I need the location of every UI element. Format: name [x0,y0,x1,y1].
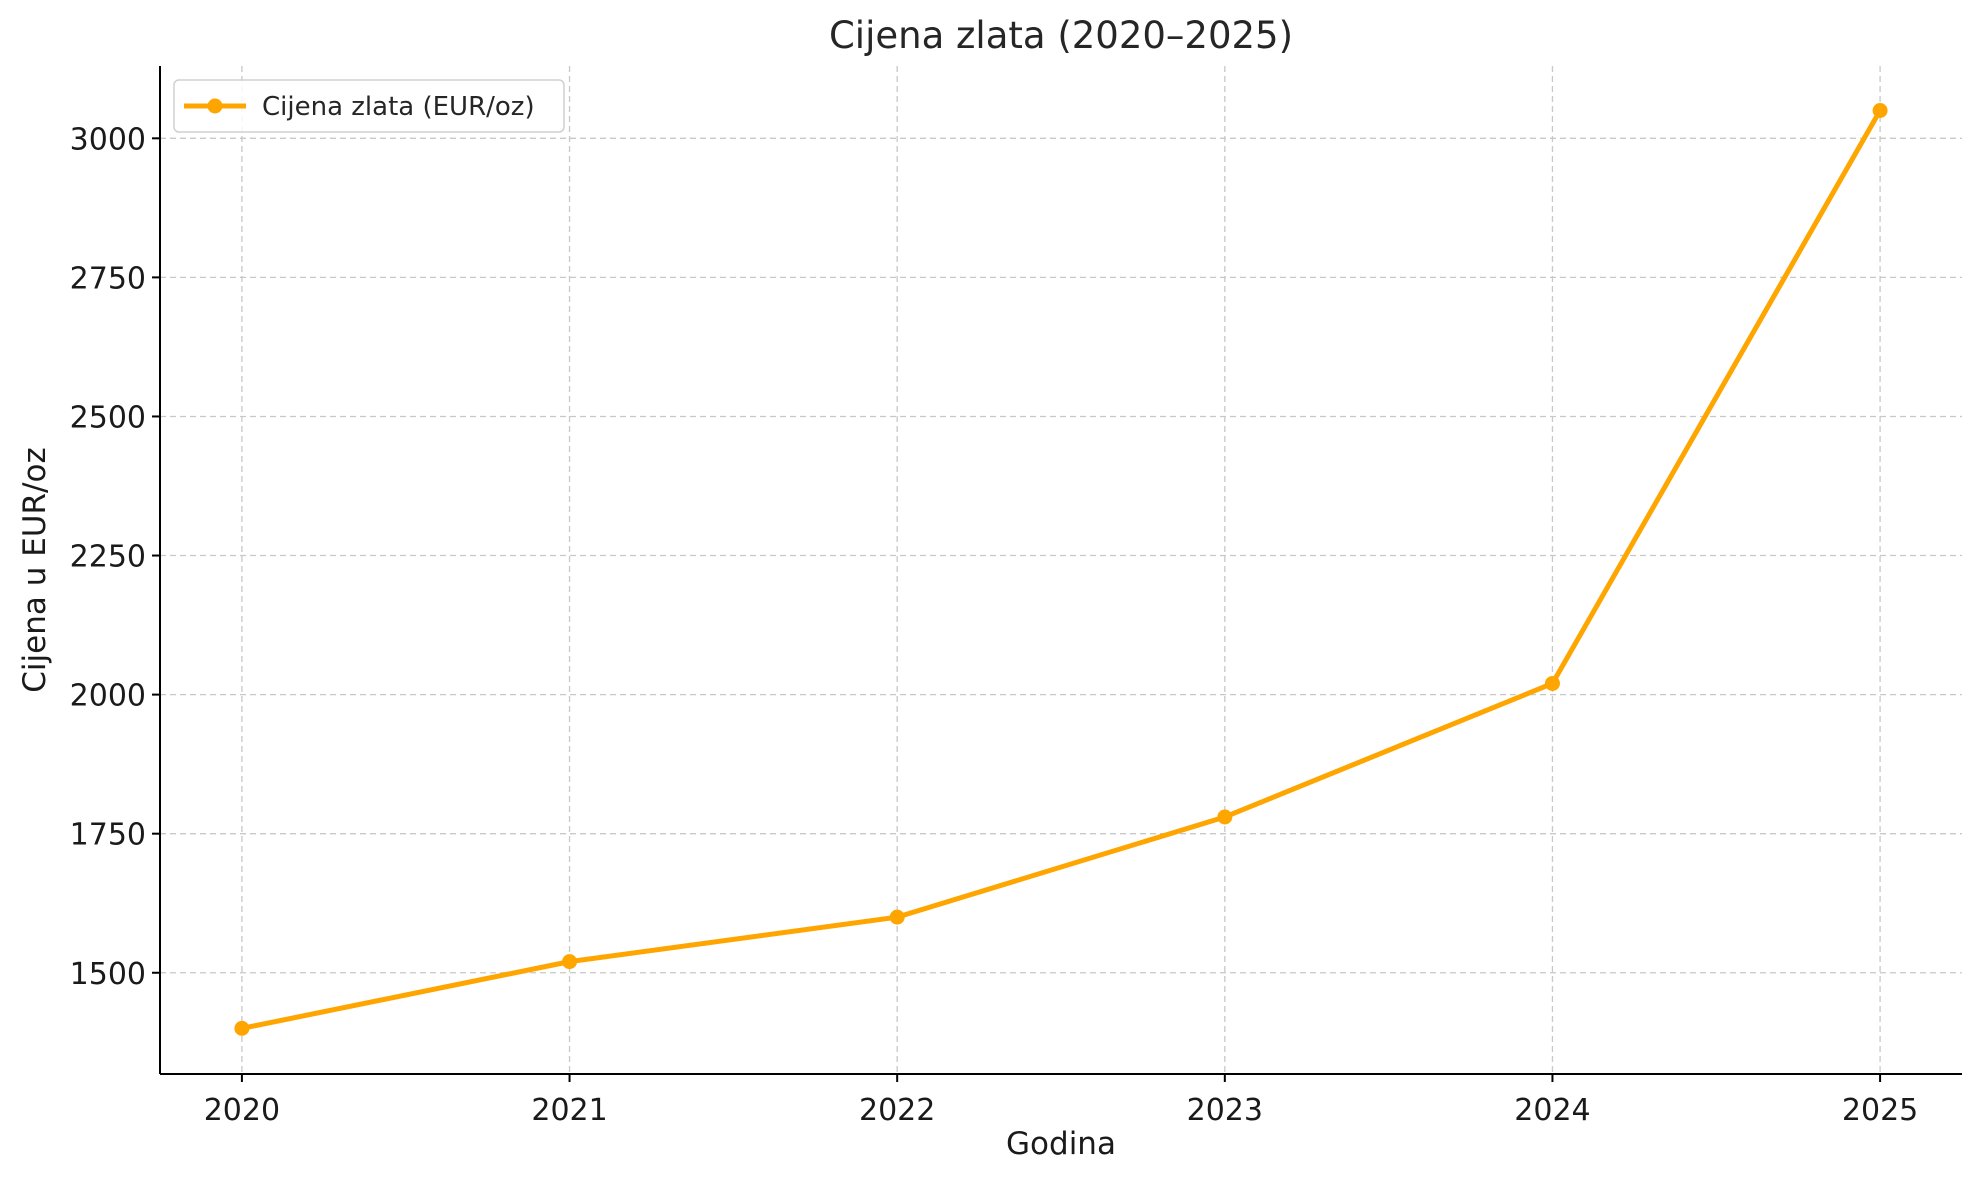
x-tick-label: 2023 [1187,1093,1263,1128]
x-tick-label: 2024 [1514,1093,1590,1128]
y-tick-label: 2750 [70,261,146,296]
y-tick-label: 1750 [70,818,146,853]
legend-marker [207,98,223,114]
legend: Cijena zlata (EUR/oz) [173,79,565,133]
data-point [1544,675,1560,691]
x-tick-label: 2020 [204,1093,280,1128]
y-tick-label: 2500 [70,400,146,435]
x-axis-label: Godina [1006,1126,1116,1162]
chart-title: Cijena zlata (2020–2025) [829,14,1293,57]
y-tick-label: 1500 [70,957,146,992]
data-point [234,1020,250,1036]
grid [160,66,1962,1074]
y-axis-label: Cijena u EUR/oz [17,447,53,692]
legend-label: Cijena zlata (EUR/oz) [262,92,535,122]
data-point [1872,103,1888,119]
y-tick-label: 2000 [70,679,146,714]
series-layer [234,103,1888,1036]
series-line [239,108,1883,1031]
legend-box [173,79,565,133]
data-point [562,954,578,970]
data-point [889,909,905,925]
data-point [1217,809,1233,825]
x-tick-label: 2025 [1842,1093,1918,1128]
x-tick-label: 2021 [531,1093,607,1128]
x-axis-ticks: 2020 2021 2022 2023 2024 2025 [204,1074,1918,1128]
y-tick-label: 3000 [70,122,146,157]
y-tick-label: 2250 [70,540,146,575]
y-axis-ticks: 1500 1750 2000 2250 2500 2750 3000 [70,122,160,992]
x-tick-label: 2022 [859,1093,935,1128]
